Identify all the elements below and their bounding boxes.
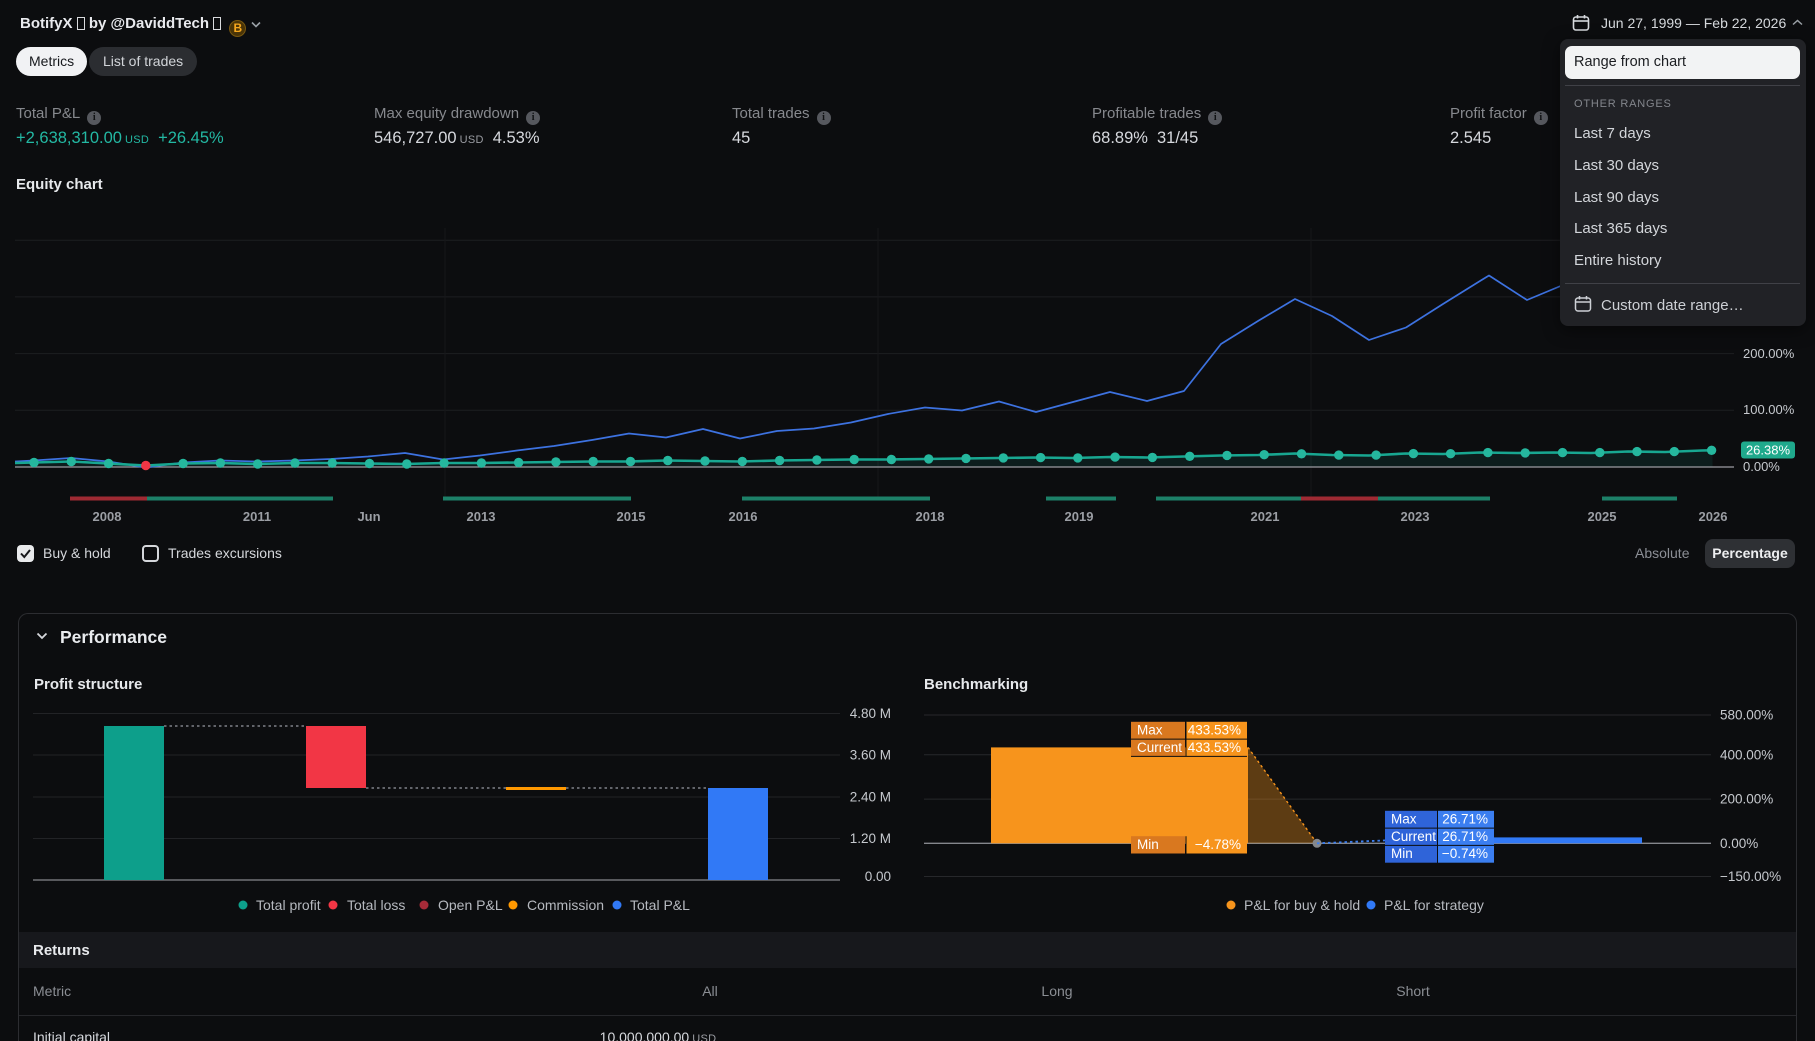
svg-text:3.60 M: 3.60 M — [850, 748, 891, 763]
svg-text:Current: Current — [1137, 740, 1182, 755]
svg-text:200.00%: 200.00% — [1743, 346, 1795, 361]
svg-text:2008: 2008 — [93, 509, 122, 524]
svg-text:2013: 2013 — [467, 509, 496, 524]
svg-text:−0.74%: −0.74% — [1442, 846, 1488, 861]
svg-text:Total profit: Total profit — [256, 897, 321, 913]
svg-text:2011: 2011 — [243, 509, 271, 524]
svg-text:433.53%: 433.53% — [1188, 723, 1241, 738]
svg-text:2016: 2016 — [729, 509, 758, 524]
svg-text:26.71%: 26.71% — [1442, 812, 1488, 827]
svg-text:1.20 M: 1.20 M — [850, 831, 891, 846]
svg-text:26.38%: 26.38% — [1746, 443, 1791, 458]
svg-text:2025: 2025 — [1588, 509, 1617, 524]
svg-text:2023: 2023 — [1401, 509, 1430, 524]
svg-text:580.00%: 580.00% — [1720, 708, 1773, 723]
svg-text:2021: 2021 — [1251, 509, 1280, 524]
svg-text:Current: Current — [1391, 829, 1436, 844]
svg-text:Min: Min — [1391, 846, 1413, 861]
svg-text:0.00: 0.00 — [865, 869, 891, 884]
svg-text:Max: Max — [1137, 723, 1163, 738]
svg-text:−150.00%: −150.00% — [1720, 869, 1781, 884]
svg-text:0.00%: 0.00% — [1720, 836, 1758, 851]
svg-text:433.53%: 433.53% — [1188, 740, 1241, 755]
svg-text:Open P&L: Open P&L — [438, 897, 503, 913]
svg-text:2018: 2018 — [916, 509, 945, 524]
svg-text:Total P&L: Total P&L — [630, 897, 690, 913]
svg-text:400.00%: 400.00% — [1720, 747, 1773, 762]
svg-text:2.40 M: 2.40 M — [850, 790, 891, 805]
svg-text:Min: Min — [1137, 837, 1159, 852]
svg-text:2015: 2015 — [617, 509, 646, 524]
svg-text:Jun: Jun — [357, 509, 380, 524]
svg-text:2019: 2019 — [1065, 509, 1094, 524]
svg-text:200.00%: 200.00% — [1720, 792, 1773, 807]
svg-text:P&L for buy & hold: P&L for buy & hold — [1244, 897, 1360, 913]
svg-text:P&L for strategy: P&L for strategy — [1384, 897, 1484, 913]
svg-text:4.80 M: 4.80 M — [850, 706, 891, 721]
svg-text:100.00%: 100.00% — [1743, 402, 1795, 417]
svg-text:2026: 2026 — [1699, 509, 1728, 524]
svg-text:Commission: Commission — [527, 897, 604, 913]
svg-text:Total loss: Total loss — [347, 897, 405, 913]
svg-text:0.00%: 0.00% — [1743, 459, 1780, 474]
svg-text:26.71%: 26.71% — [1442, 829, 1488, 844]
svg-text:Max: Max — [1391, 812, 1417, 827]
svg-text:−4.78%: −4.78% — [1195, 837, 1241, 852]
